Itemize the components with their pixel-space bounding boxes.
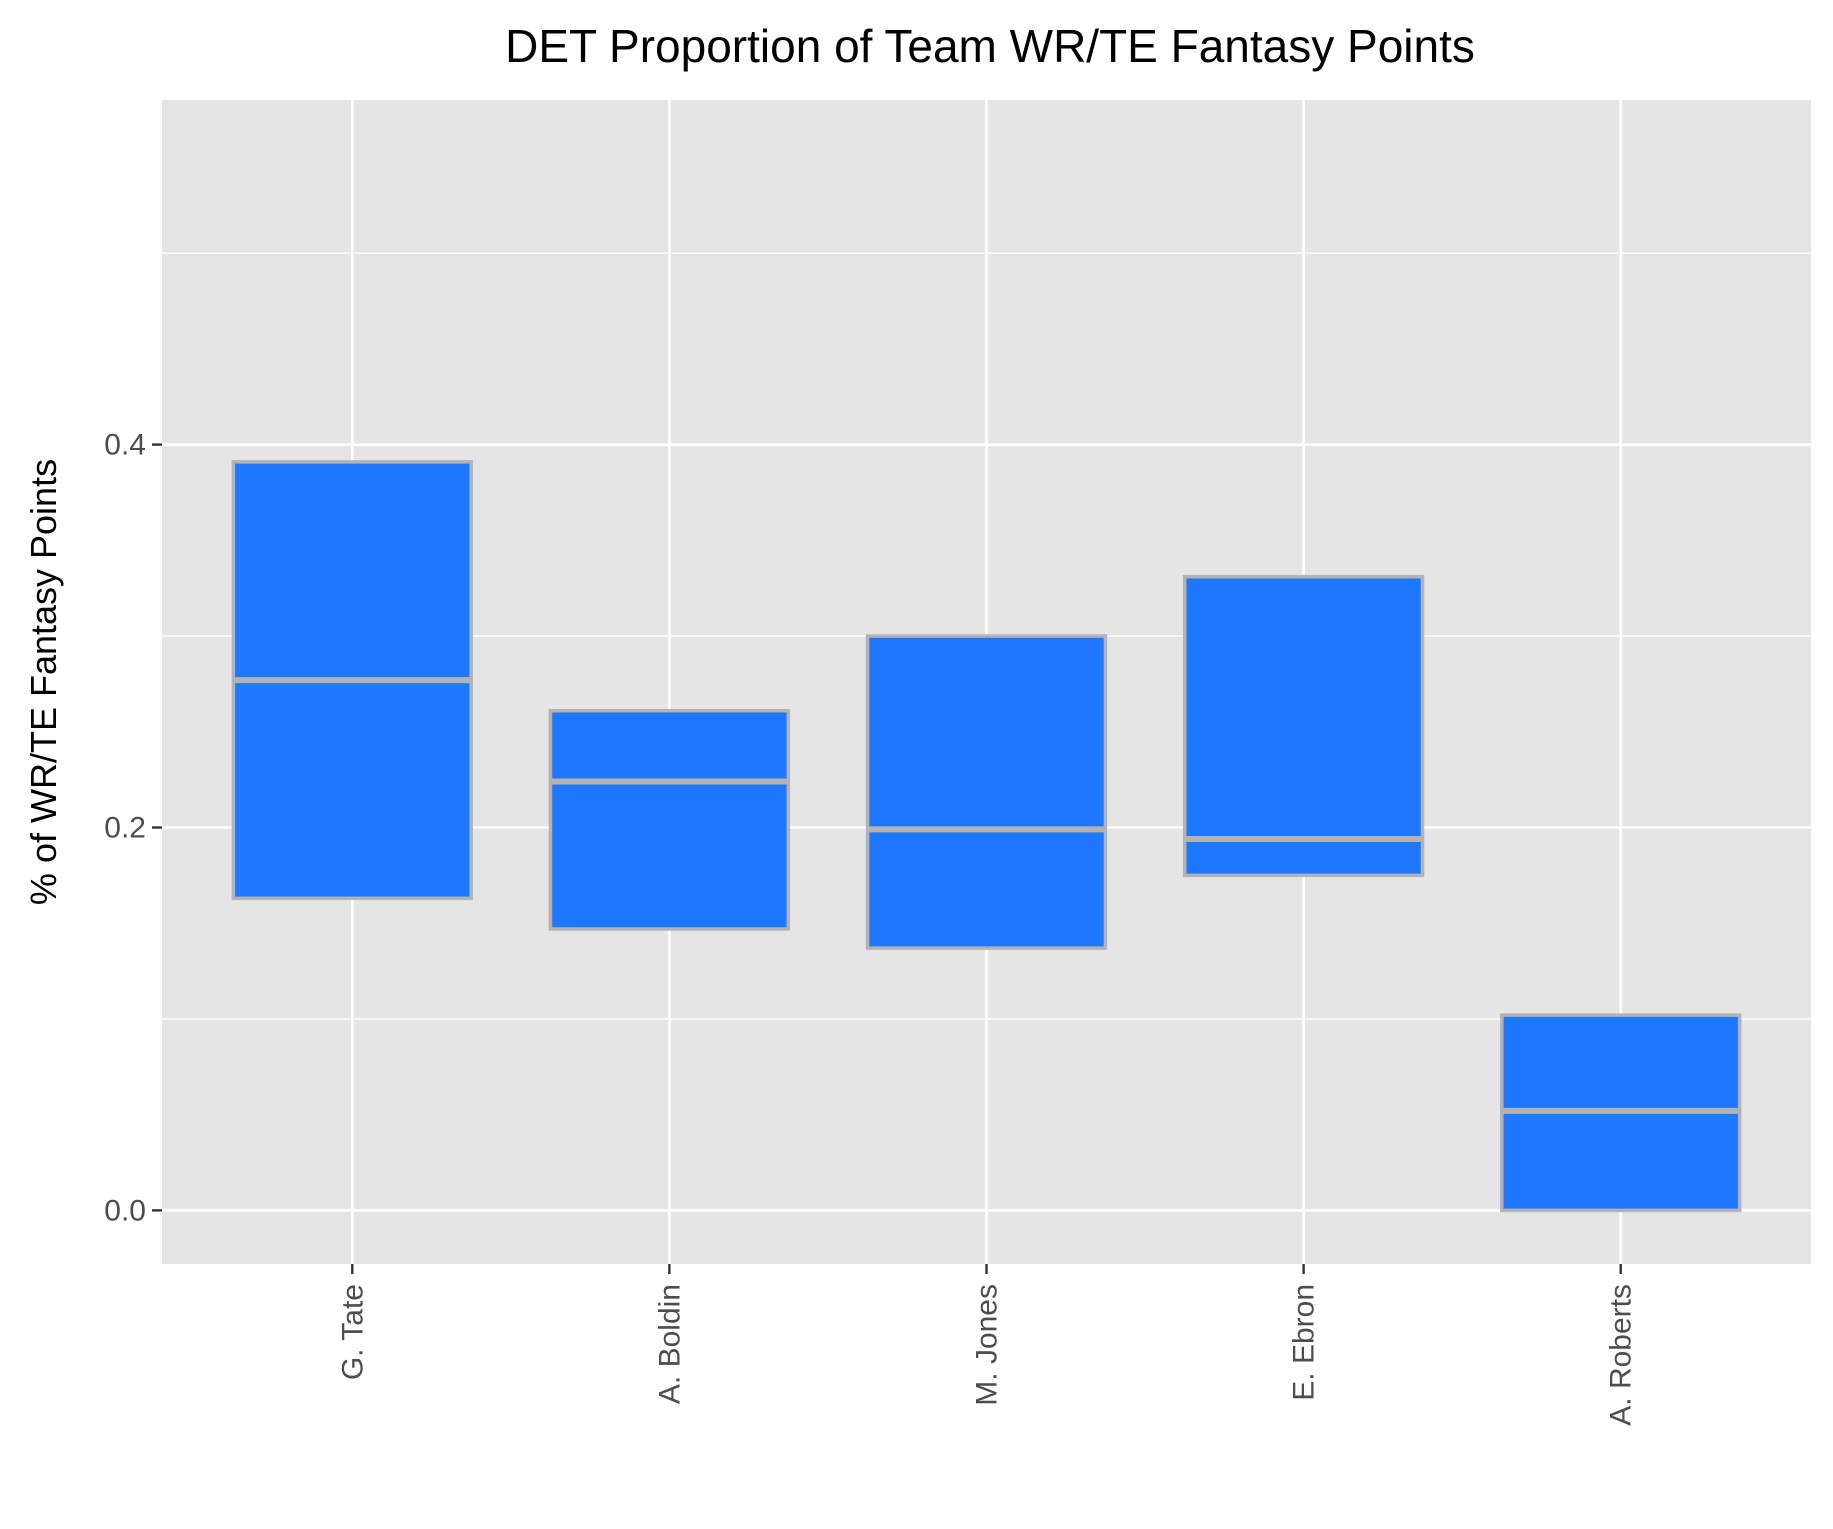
chart-title: DET Proportion of Team WR/TE Fantasy Poi…	[505, 20, 1475, 72]
y-axis: 0.0 0.2 0.4	[104, 429, 162, 1227]
x-tick-label: G. Tate	[336, 1284, 369, 1380]
x-tick-label: M. Jones	[971, 1284, 1004, 1406]
y-axis-label: % of WR/TE Fantasy Points	[23, 459, 64, 905]
boxes	[231, 460, 1742, 1213]
box-e-ebron	[1182, 574, 1425, 878]
x-tick-label: E. Ebron	[1288, 1284, 1321, 1401]
x-axis: G. Tate A. Boldin M. Jones E. Ebron A. Rober…	[336, 1264, 1638, 1426]
box-a-boldin	[548, 708, 791, 931]
x-tick-label: A. Roberts	[1605, 1284, 1638, 1426]
x-tick-label: A. Boldin	[653, 1284, 686, 1404]
box-m-jones	[865, 634, 1108, 950]
y-tick-label: 0.2	[104, 812, 146, 845]
y-tick-label: 0.4	[104, 429, 146, 462]
y-tick-label: 0.0	[104, 1194, 146, 1227]
